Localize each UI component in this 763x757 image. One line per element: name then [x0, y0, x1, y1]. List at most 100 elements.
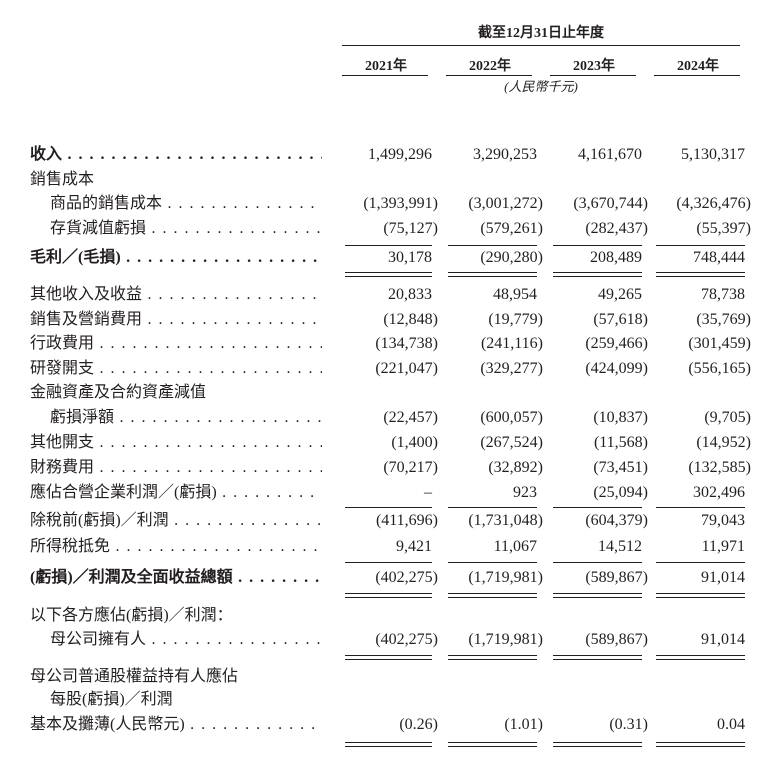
cell-value-3: (73,451): [593, 459, 648, 476]
row-label: 所得稅抵免: [30, 536, 322, 558]
cell-value-1: (411,696): [375, 512, 438, 529]
double-underline: [553, 655, 642, 656]
cell-value-1: (221,047): [375, 360, 438, 377]
cell-value-3: (11,568): [593, 434, 648, 451]
cell-value-4: 91,014: [701, 631, 745, 648]
table-row: 應佔合營企業利潤／(虧損) – 923 (25,094) 302,496: [0, 482, 763, 504]
double-underline: [656, 276, 745, 277]
double-underline: [345, 659, 432, 660]
double-underline: [448, 276, 537, 277]
cell-value-3: (10,837): [593, 409, 648, 426]
row-label: 虧損淨額: [50, 407, 322, 429]
double-underline: [656, 597, 745, 598]
cell-value-2: 3,290,253: [473, 146, 537, 163]
cell-value-4: (9,705): [704, 409, 751, 426]
table-row: 行政費用 (134,738) (241,116) (259,466) (301,459): [0, 333, 763, 355]
cell-value-1: (134,738): [375, 335, 438, 352]
cell-value-3: (589,867): [585, 569, 648, 586]
row-label: 除稅前(虧損)／利潤: [30, 510, 322, 532]
double-underline: [448, 742, 537, 743]
subtotal-rule: [656, 245, 745, 246]
cell-value-3: (0.31): [609, 716, 648, 733]
row-label: 其他收入及收益: [30, 284, 322, 306]
subtotal-rule: [448, 245, 537, 246]
year-rule: [342, 75, 428, 76]
table-row: 每股(虧損)／利潤: [0, 689, 763, 711]
cell-value-3: (604,379): [585, 512, 648, 529]
cell-value-2: (1.01): [504, 716, 543, 733]
cell-value-4: (301,459): [688, 335, 751, 352]
cell-value-4: 78,738: [701, 286, 745, 303]
cell-value-4: (556,165): [688, 360, 751, 377]
row-label: 毛利／(毛損): [30, 247, 322, 269]
table-row: 銷售成本: [0, 169, 763, 191]
cell-value-3: (282,437): [585, 220, 648, 237]
year-2024: 2024年: [677, 59, 719, 74]
row-label: 其他開支: [30, 432, 322, 454]
cell-value-4: (14,952): [696, 434, 751, 451]
year-rule: [550, 75, 636, 76]
year-2021: 2021年: [365, 59, 407, 74]
cell-value-1: (22,457): [383, 409, 438, 426]
cell-value-2: (1,719,981): [468, 569, 543, 586]
row-label: 每股(虧損)／利潤: [50, 691, 173, 708]
row-label: 應佔合營企業利潤／(虧損): [30, 482, 322, 504]
double-underline: [553, 597, 642, 598]
cell-value-1: (402,275): [375, 631, 438, 648]
cell-value-3: (57,618): [593, 311, 648, 328]
double-underline: [553, 593, 642, 594]
row-label: 金融資產及合約資產減值: [30, 384, 207, 401]
cell-value-1: 1,499,296: [368, 146, 432, 163]
row-label: 母公司普通股權益持有人應佔: [30, 668, 239, 685]
table-row: 母公司擁有人 (402,275) (1,719,981) (589,867) 91,01…: [0, 629, 763, 651]
subtotal-rule: [553, 507, 642, 508]
cell-value-2: (19,779): [488, 311, 543, 328]
year-rule: [654, 75, 740, 76]
double-underline: [345, 593, 432, 594]
cell-value-2: (241,116): [480, 335, 543, 352]
cell-value-1: 20,833: [388, 286, 432, 303]
table-row: (虧損)／利潤及全面收益總額 (402,275) (1,719,981) (589,8…: [0, 567, 763, 589]
table-row: 金融資產及合約資產減值: [0, 382, 763, 404]
row-label: 研發開支: [30, 358, 322, 380]
row-label: 銷售及營銷費用: [30, 309, 322, 331]
double-underline: [553, 276, 642, 277]
currency-unit: (人民幣千元): [504, 79, 578, 94]
cell-value-2: 923: [513, 484, 537, 501]
cell-value-4: 79,043: [701, 512, 745, 529]
double-underline: [656, 659, 745, 660]
cell-value-4: 91,014: [701, 569, 745, 586]
subtotal-rule: [345, 245, 432, 246]
cell-value-3: 49,265: [598, 286, 642, 303]
double-underline: [448, 655, 537, 656]
cell-value-2: (1,731,048): [468, 512, 543, 529]
double-underline: [553, 746, 642, 747]
subtotal-rule: [345, 562, 432, 563]
cell-value-2: 11,067: [493, 538, 537, 555]
cell-value-2: 48,954: [493, 286, 537, 303]
table-row: 研發開支 (221,047) (329,277) (424,099) (556,165): [0, 358, 763, 380]
year-2022: 2022年: [469, 59, 511, 74]
cell-value-1: (1,400): [391, 434, 438, 451]
double-underline: [553, 742, 642, 743]
period-title: 截至12月31日止年度: [478, 26, 604, 41]
row-label: 銷售成本: [30, 171, 95, 188]
cell-value-3: 208,489: [590, 249, 642, 266]
cell-value-4: 748,444: [693, 249, 745, 266]
double-underline: [345, 746, 432, 747]
cell-value-4: (132,585): [688, 459, 751, 476]
double-underline: [656, 272, 745, 273]
table-row: 存貨減值虧損 (75,127) (579,261) (282,437) (55,397): [0, 218, 763, 240]
double-underline: [656, 593, 745, 594]
cell-value-1: –: [424, 484, 432, 501]
cell-value-2: (579,261): [480, 220, 543, 237]
cell-value-2: (600,057): [480, 409, 543, 426]
table-row: 其他開支 (1,400) (267,524) (11,568) (14,952): [0, 432, 763, 454]
year-rule: [446, 75, 532, 76]
cell-value-1: (75,127): [383, 220, 438, 237]
subtotal-rule: [448, 562, 537, 563]
table-row: 財務費用 (70,217) (32,892) (73,451) (132,585): [0, 457, 763, 479]
cell-value-3: 14,512: [598, 538, 642, 555]
table-row: 商品的銷售成本 (1,393,991) (3,001,272) (3,670,744)…: [0, 193, 763, 215]
cell-value-2: (1,719,981): [468, 631, 543, 648]
